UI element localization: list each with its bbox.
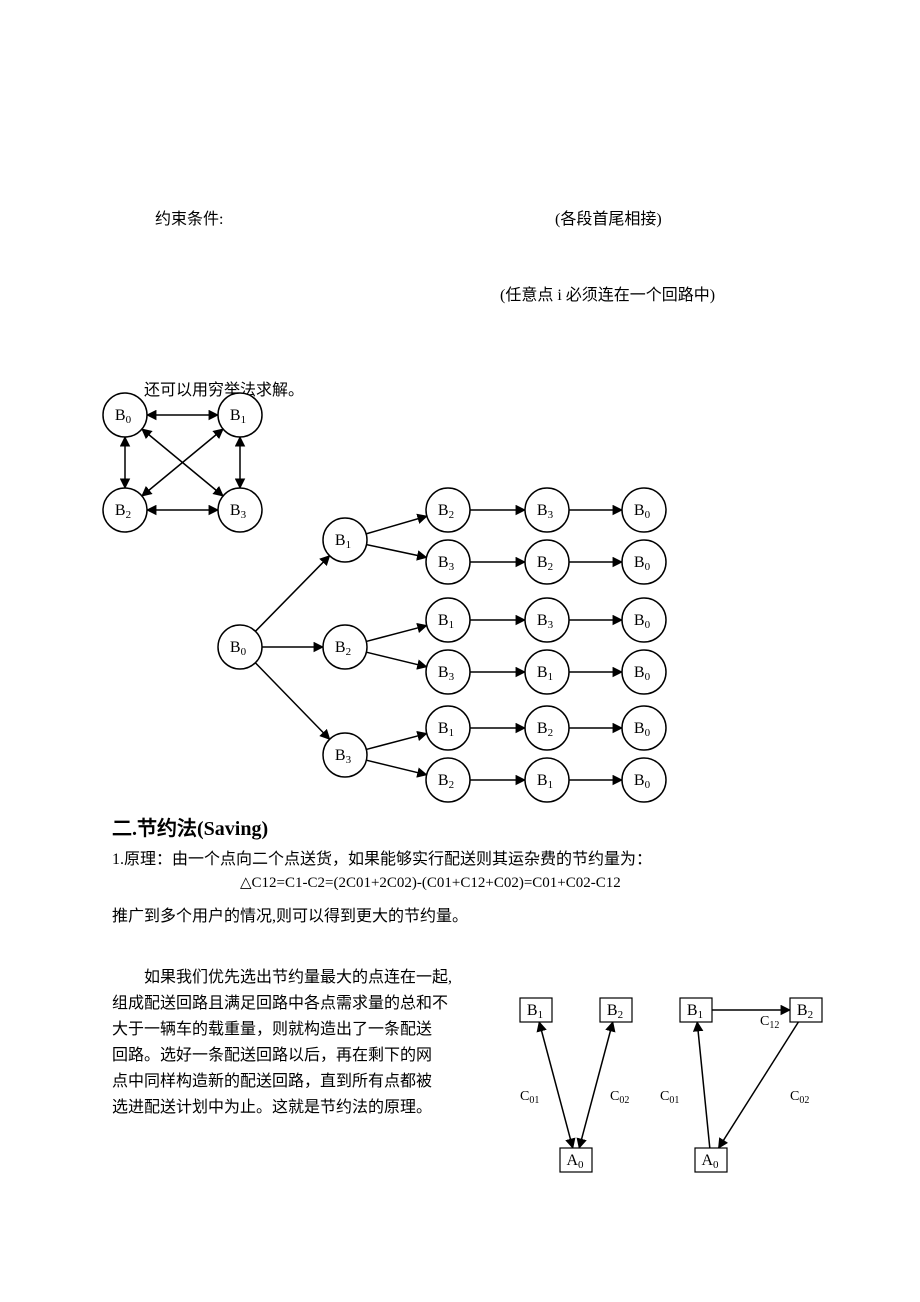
saving-diagram: C01C02B1B2A0C01C02C12B1B2A0 [0, 0, 920, 1302]
edge [579, 1022, 613, 1148]
left-c01: C01 [520, 1089, 539, 1106]
page-root: 约束条件: (各段首尾相接) (任意点 i 必须连在一个回路中) 还可以用穷举法… [0, 0, 920, 1302]
right-c02: C02 [790, 1089, 809, 1106]
edge [719, 1022, 799, 1148]
right-c01: C01 [660, 1089, 679, 1106]
edge [539, 1022, 573, 1148]
left-c02: C02 [610, 1089, 629, 1106]
edge [697, 1022, 710, 1148]
right-c12: C12 [760, 1014, 779, 1031]
